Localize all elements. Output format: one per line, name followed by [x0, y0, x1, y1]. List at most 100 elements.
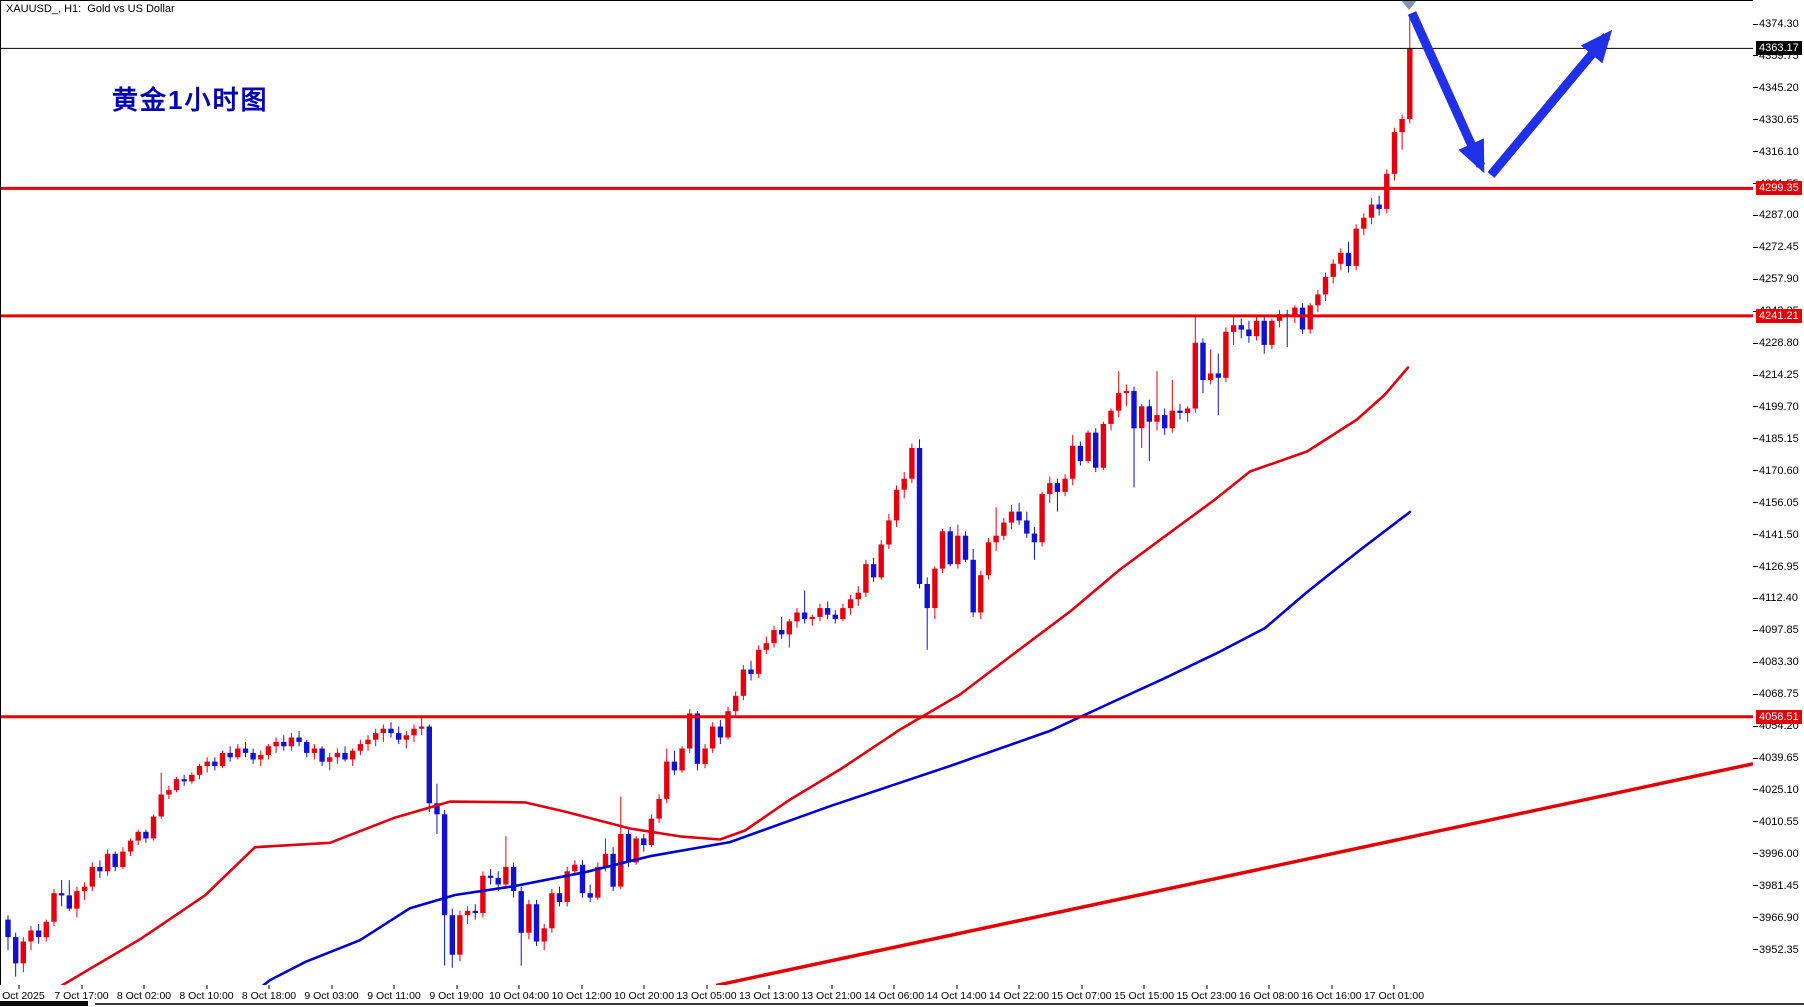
candle-bear [13, 937, 19, 964]
candle-bull [564, 871, 570, 902]
time-tick-dash [1268, 985, 1270, 989]
candle-bull [81, 886, 88, 892]
candle-bull [235, 748, 241, 758]
candles-group [5, 13, 1413, 977]
price-tick-label: 3996.00 [1759, 847, 1799, 860]
price-tick-dash [1753, 406, 1758, 408]
price-tick-label: 4112.40 [1759, 592, 1798, 605]
candle-bear [112, 853, 118, 867]
candle-bear [441, 814, 448, 916]
prediction-arrow-down[interactable] [1407, 11, 1486, 174]
time-tick-dash [206, 985, 207, 989]
time-tick-label: 7 Oct 17:00 [54, 990, 109, 1002]
candle-bull [1139, 406, 1145, 429]
price-tick-label: 4126.95 [1759, 560, 1799, 573]
candle-bear [587, 893, 593, 898]
price-tick-label: 4097.85 [1759, 624, 1799, 637]
price-tick-label: 4316.10 [1759, 145, 1799, 158]
candle-bull [840, 608, 846, 620]
candle-bear [1077, 445, 1084, 462]
candle-bull [1085, 432, 1091, 462]
support-trendline[interactable] [715, 762, 1754, 988]
time-tick-dash [393, 985, 395, 989]
price-axis[interactable]: 4374.304359.754345.204330.654316.104301.… [1753, 0, 1804, 985]
scrollbar-track[interactable] [95, 1003, 1804, 1005]
time-tick-label: 10 Oct 04:00 [488, 990, 550, 1002]
scrollbar-thumb[interactable] [0, 1001, 88, 1006]
candle-bull [1276, 314, 1283, 321]
candle-bull [380, 728, 386, 734]
candle-bear [1376, 204, 1382, 209]
candle-bear [962, 535, 969, 560]
candle-bull [1169, 410, 1175, 429]
candle-bull [526, 904, 532, 933]
price-tick-label: 4228.80 [1759, 337, 1799, 350]
candle-bull [786, 621, 792, 635]
time-tick-label: 7 Oct 2025 [0, 990, 45, 1002]
candle-bear [1024, 520, 1030, 534]
price-tick-label: 3952.35 [1759, 943, 1799, 956]
price-tick-dash [1753, 789, 1758, 791]
candle-bear [449, 915, 455, 955]
candle-bull [572, 864, 578, 872]
candle-bull [656, 798, 662, 819]
candle-bull [725, 711, 731, 738]
price-tick-label: 4185.15 [1759, 432, 1799, 445]
candle-bull [20, 941, 26, 964]
candle-bear [1238, 325, 1244, 330]
price-tick-dash [1753, 885, 1758, 887]
candle-bear [58, 893, 65, 896]
time-tick-label: 8 Oct 10:00 [179, 990, 234, 1002]
candle-bull [993, 535, 999, 543]
candle-bull [1047, 483, 1053, 495]
price-tick-dash [1753, 87, 1758, 89]
prediction-arrow-up[interactable] [1487, 29, 1613, 178]
candle-bull [710, 726, 716, 749]
price-tick-dash [1753, 23, 1758, 25]
level-price-badge: 4241.21 [1756, 308, 1802, 323]
candle-bear [472, 910, 478, 913]
candle-bull [1391, 132, 1398, 174]
candle-bull [104, 853, 111, 872]
candle-bear [779, 630, 785, 635]
candle-bull [602, 853, 609, 867]
time-tick-label: 9 Oct 19:00 [429, 990, 484, 1002]
price-tick-dash [1753, 949, 1758, 950]
time-tick-label: 14 Oct 22:00 [988, 990, 1050, 1002]
candle-bull [51, 893, 57, 922]
candle-bull [1100, 423, 1107, 468]
time-axis[interactable]: 7 Oct 2025 7 Oct 17:00 8 Oct 02:00 8 Oct 10… [0, 985, 1804, 1007]
current-price-badge: 4363.17 [1756, 41, 1802, 56]
price-tick-label: 4141.50 [1759, 528, 1799, 541]
candle-bear [396, 733, 402, 740]
candle-bull [464, 910, 471, 916]
price-tick-dash [1753, 119, 1758, 121]
top-arrow-marker-icon[interactable] [1401, 0, 1417, 10]
candle-bull [1330, 263, 1336, 277]
candle-bear [1261, 320, 1267, 345]
candle-bear [1016, 511, 1022, 521]
candle-bear [947, 531, 953, 565]
price-tick-label: 4083.30 [1759, 656, 1799, 669]
price-tick-label: 4025.10 [1759, 783, 1799, 796]
candle-bull [503, 866, 509, 885]
time-tick-dash [456, 985, 457, 989]
price-tick-dash [1753, 374, 1758, 376]
candle-bull [357, 744, 364, 751]
candle-bear [1177, 410, 1183, 413]
candle-bull [1322, 276, 1329, 295]
price-tick-label: 3981.45 [1759, 879, 1799, 892]
price-tick-label: 4170.60 [1759, 464, 1799, 477]
candle-bear [250, 752, 256, 760]
chart-caption-text[interactable]: 黄金1小时图 [112, 85, 269, 115]
candle-bull [1384, 173, 1390, 209]
candle-bear [296, 737, 302, 742]
time-tick-dash [1081, 985, 1082, 989]
price-tick-dash [1753, 757, 1758, 759]
price-tick-dash [1753, 725, 1758, 727]
price-tick-dash [1753, 342, 1758, 344]
candle-bull [863, 564, 869, 593]
time-tick-dash [706, 985, 707, 989]
